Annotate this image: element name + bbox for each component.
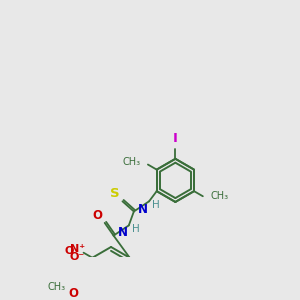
Text: O: O — [92, 208, 102, 222]
Text: CH₃: CH₃ — [211, 191, 229, 201]
Text: O: O — [65, 246, 74, 256]
Text: N⁺: N⁺ — [70, 244, 85, 254]
Text: O⁻: O⁻ — [70, 251, 85, 262]
Text: H: H — [152, 200, 159, 210]
Text: CH₃: CH₃ — [122, 157, 140, 167]
Text: I: I — [173, 132, 178, 146]
Text: N: N — [138, 202, 148, 216]
Text: S: S — [110, 187, 119, 200]
Text: O: O — [68, 287, 79, 300]
Text: N: N — [118, 226, 128, 239]
Text: CH₃: CH₃ — [48, 282, 66, 292]
Text: H: H — [132, 224, 140, 234]
